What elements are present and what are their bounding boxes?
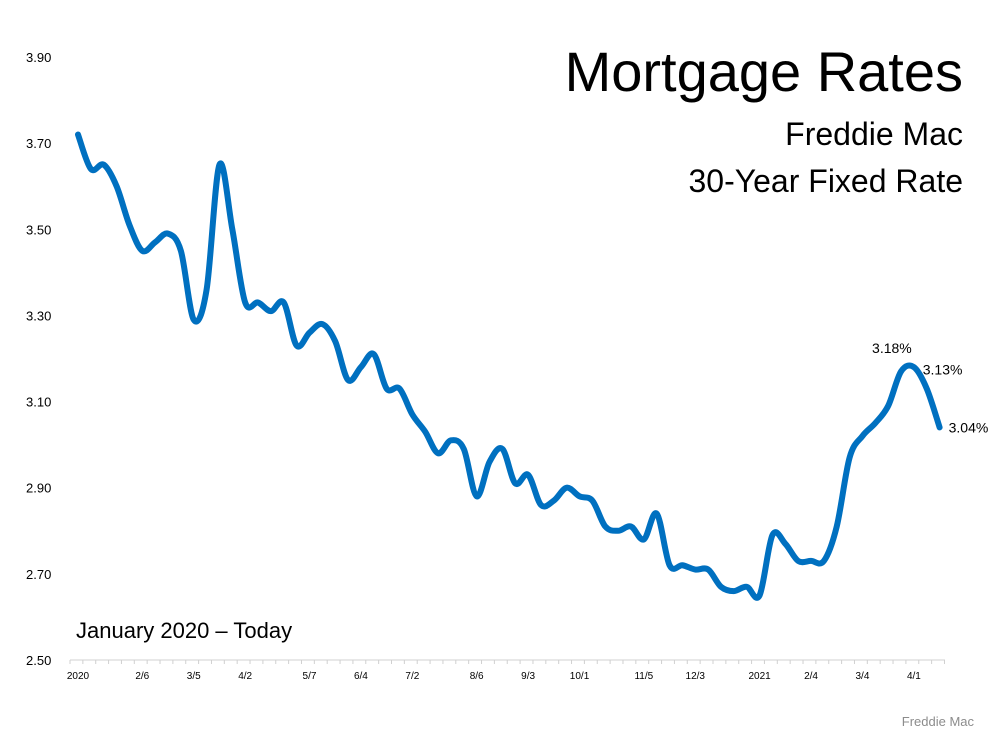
y-tick-label: 2.90 [26,481,51,496]
x-tick-label: 12/3 [686,671,706,682]
x-tick-label: 9/3 [521,671,535,682]
chart-subtitle-rate: 30-Year Fixed Rate [688,163,963,199]
x-tick-label: 2/6 [135,671,149,682]
x-tick-label: 7/2 [405,671,419,682]
y-tick-label: 3.10 [26,395,51,410]
x-tick-label: 4/2 [238,671,252,682]
source-credit: Freddie Mac [901,714,974,729]
data-label: 3.13% [923,362,963,378]
y-tick-label: 3.90 [26,50,51,65]
x-tick-label: 2/4 [804,671,818,682]
y-tick-label: 3.50 [26,222,51,237]
x-tick-label: 8/6 [470,671,484,682]
rate-series-line [75,131,943,601]
x-tick-label: 10/1 [570,671,590,682]
chart-title: Mortgage Rates [564,40,963,103]
x-tick-label: 11/5 [634,671,653,682]
data-label: 3.04% [949,419,989,435]
x-tick-label: 4/1 [907,671,921,682]
y-tick-label: 3.30 [26,308,51,323]
x-tick-label: 2020 [67,671,90,682]
x-tick-label: 6/4 [354,671,368,682]
chart-subtitle-source: Freddie Mac [785,116,963,152]
x-tick-label: 3/4 [856,671,870,682]
x-tick-label: 3/5 [187,671,201,682]
y-tick-label: 3.70 [26,136,51,151]
y-tick-label: 2.50 [26,653,51,668]
y-tick-label: 2.70 [26,567,51,582]
date-range-annotation: January 2020 – Today [76,618,293,643]
x-tick-label: 2021 [748,671,771,682]
x-tick-label: 5/7 [303,671,317,682]
data-label: 3.18% [872,340,912,356]
